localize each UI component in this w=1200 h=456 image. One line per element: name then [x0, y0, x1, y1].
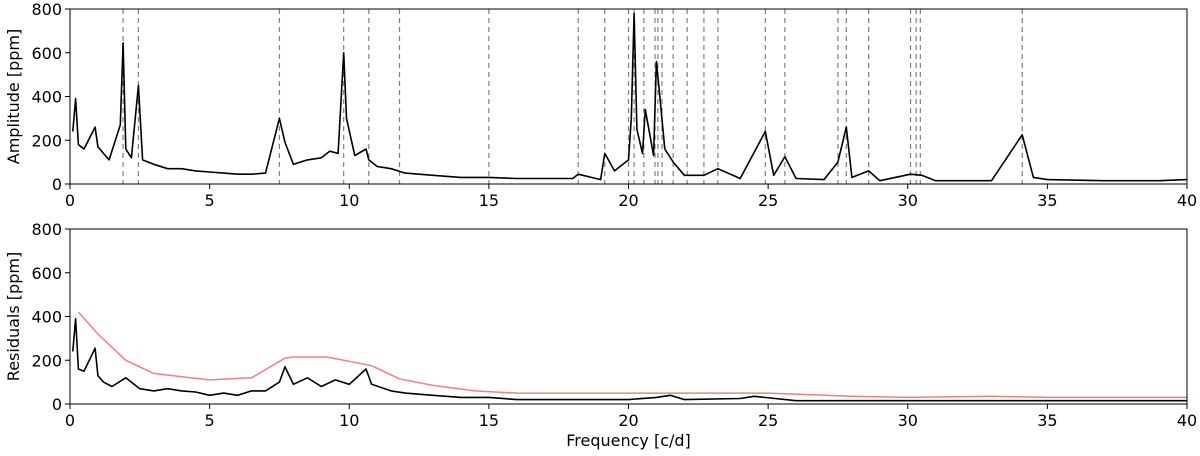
x-tick-label: 15	[479, 411, 499, 430]
x-tick-label: 25	[758, 411, 778, 430]
periodogram-line	[72, 317, 1187, 402]
x-tick-label: 10	[339, 411, 359, 430]
x-tick-label: 35	[1037, 411, 1057, 430]
x-tick-label: 5	[205, 191, 215, 210]
y-tick-label: 0	[52, 175, 62, 194]
y-axis-label: Residuals [ppm]	[4, 252, 23, 381]
x-tick-label: 0	[65, 191, 75, 210]
periodogram-line	[72, 12, 1188, 182]
x-tick-label: 40	[1177, 411, 1197, 430]
x-tick-label: 20	[618, 191, 638, 210]
x-tick-label: 20	[618, 411, 638, 430]
y-tick-label: 200	[31, 351, 62, 370]
threshold-line	[77, 311, 1187, 399]
y-tick-label: 400	[31, 308, 62, 327]
x-tick-label: 10	[339, 191, 359, 210]
y-tick-label: 200	[31, 131, 62, 150]
y-tick-label: 600	[31, 264, 62, 283]
y-tick-label: 0	[52, 395, 62, 414]
x-tick-label: 40	[1177, 191, 1197, 210]
y-tick-label: 600	[31, 44, 62, 63]
x-tick-label: 15	[479, 191, 499, 210]
x-tick-label: 5	[205, 411, 215, 430]
y-tick-label: 800	[31, 220, 62, 239]
x-axis-label: Frequency [c/d]	[566, 431, 691, 450]
x-tick-label: 30	[898, 191, 918, 210]
y-axis-label: Amplitude [ppm]	[4, 29, 23, 164]
y-tick-label: 400	[31, 88, 62, 107]
x-tick-label: 0	[65, 411, 75, 430]
y-tick-label: 800	[31, 0, 62, 19]
x-tick-label: 35	[1037, 191, 1057, 210]
x-tick-label: 25	[758, 191, 778, 210]
x-tick-label: 30	[898, 411, 918, 430]
